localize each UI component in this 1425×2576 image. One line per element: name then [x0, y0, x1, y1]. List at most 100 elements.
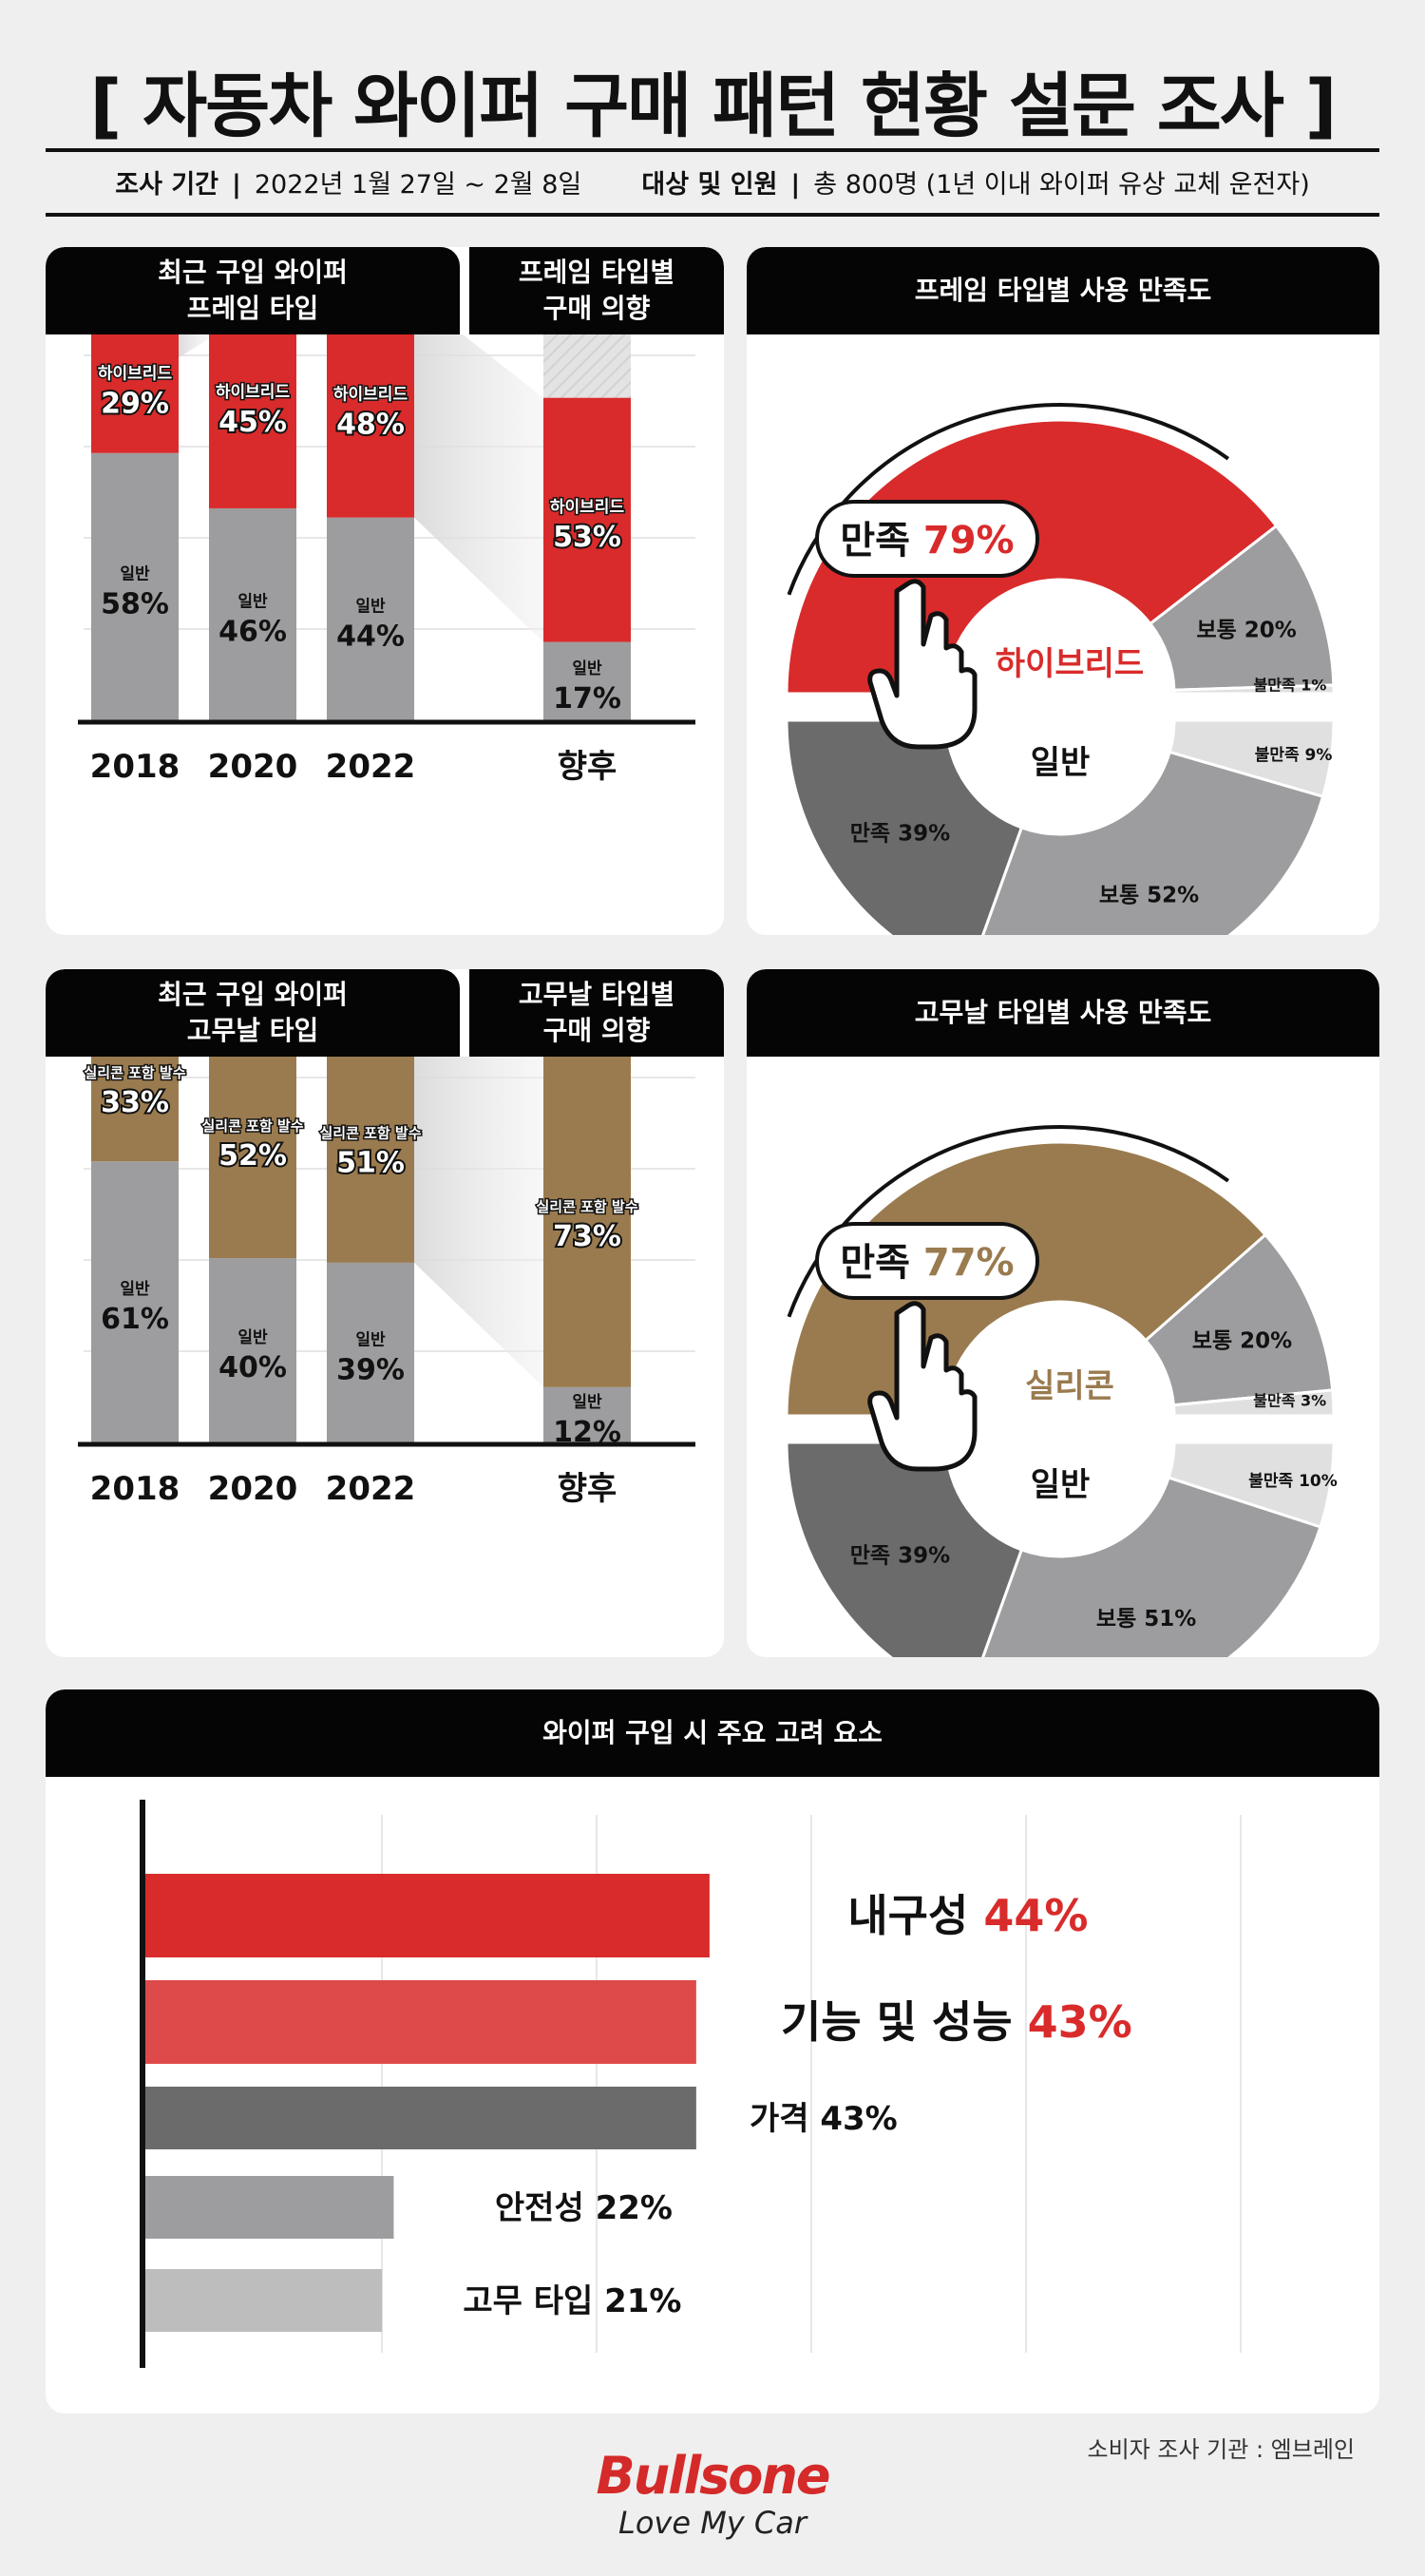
bar-segment-향후-0 [543, 1386, 631, 1442]
donut-slice-label: 불만족 9% [1255, 746, 1333, 765]
connector-shade [414, 334, 543, 642]
donut-slice-label: 불만족 1% [1254, 676, 1327, 694]
bar-value: 53% [553, 521, 621, 554]
x-tick-label: 2020 [208, 1470, 298, 1508]
x-tick-label: 향후 [558, 748, 618, 786]
bar-segment-2022-0 [327, 1262, 414, 1442]
bar-segment-2022-0 [327, 517, 414, 720]
bar-label: 가격 43% [750, 2100, 898, 2138]
x-tick-label: 2022 [326, 1470, 416, 1508]
bar-0 [142, 1874, 710, 1957]
bar-label: 안전성 22% [495, 2189, 673, 2227]
frame-bar-card: 최근 구입 와이퍼 프레임 타입 프레임 타입별 구매 의향 일반 58% 하이브리… [46, 247, 724, 935]
title-rule-bottom [46, 213, 1379, 217]
callout-pill [815, 500, 1039, 578]
donut-bottom-slice-satisfied [785, 1441, 1024, 1657]
bar-label-플랫: 플랫31% [555, 334, 619, 335]
donut-center-bottom: 일반 [1031, 1466, 1091, 1504]
title-rule-top [46, 148, 1379, 152]
bar-value: 33% [101, 1086, 169, 1119]
target-value: 총 800명 (1년 이내 와이퍼 유상 교체 운전자) [813, 170, 1310, 200]
donut-center-bottom: 일반 [1031, 744, 1091, 782]
bar-value: 29% [101, 387, 169, 420]
x-tick-label: 향후 [558, 1470, 618, 1508]
bar-value: 46% [218, 615, 287, 648]
bar-1 [142, 1980, 696, 2064]
bar-series-name: 일반 [238, 1328, 268, 1347]
bar-label: 내구성 44% [847, 1890, 1088, 1941]
factors-card: 와이퍼 구입 시 주요 고려 요소 내구성 44% 기능 및 성능 43% 가격 4… [46, 1689, 1379, 2414]
connector-shade [414, 1057, 543, 1387]
bar-value: 17% [553, 682, 621, 716]
bar-segment-2022-1 [327, 1057, 414, 1263]
bar-segment-2018-0 [91, 1161, 179, 1442]
bar-value: 39% [336, 1353, 405, 1386]
rubber-satisfaction-header: 고무날 타입별 사용 만족도 [747, 969, 1379, 1057]
bar-series-name: 일반 [120, 564, 150, 583]
bar-value: 61% [101, 1303, 169, 1336]
x-tick-label: 2020 [208, 748, 298, 786]
period-value: 2022년 1월 27일 ~ 2월 8일 [254, 170, 582, 200]
bar-value: 40% [218, 1351, 287, 1384]
donut-slice-label: 불만족 10% [1248, 1472, 1338, 1491]
bar-segment-2020-0 [209, 1258, 296, 1442]
pointing-hand-icon [867, 579, 978, 750]
bar-3 [142, 2176, 394, 2239]
bar-value: 73% [553, 1220, 621, 1253]
rubber-future-header: 고무날 타입별 구매 의향 [469, 969, 724, 1057]
donut-center-top: 하이브리드 [996, 645, 1144, 683]
bar-series-name: 하이브리드 [333, 385, 408, 404]
donut-slice-label: 보통 20% [1196, 618, 1296, 642]
frame-future-header: 프레임 타입별 구매 의향 [469, 247, 724, 334]
donut-slice-label: 만족 39% [850, 821, 950, 846]
callout-text: 만족 79% [840, 519, 1014, 563]
bar-segment-2020-1 [209, 1057, 296, 1259]
bar-series-name: 일반 [120, 1280, 150, 1299]
frame-bar-chart: 일반58%하이브리드29%플랫13%2018일반46%하이브리드45%플랫9%2… [78, 334, 695, 786]
donut-slice-label: 만족 39% [850, 1543, 950, 1568]
bar-series-name: 일반 [355, 1330, 386, 1349]
bar-label: 고무 타입 21% [463, 2282, 681, 2320]
bar-series-name: 실리콘 포함 발수 [84, 1064, 185, 1081]
donut-bottom-slice-neutral [981, 750, 1325, 935]
donut-top-slice-dissatisfied [1172, 683, 1336, 696]
brand-slogan: Love My Car [618, 2505, 808, 2541]
bar-value: 52% [218, 1139, 287, 1173]
bar-series-name: 일반 [355, 597, 386, 616]
period-label: 조사 기간 [115, 170, 218, 200]
bar-segment-향후-0 [543, 641, 631, 720]
rubber-bar-card: 최근 구입 와이퍼 고무날 타입 고무날 타입별 구매 의향 일반 61% 실리콘 … [46, 969, 724, 1657]
bar-segment-향후-2 [543, 334, 631, 398]
bar-segment-2018-1 [91, 1057, 179, 1162]
bar-segment-2020-1 [209, 334, 296, 508]
donut-slice-label: 보통 52% [1099, 884, 1199, 908]
bar-series-name: 하이브리드 [550, 498, 625, 517]
factors-header: 와이퍼 구입 시 주요 고려 요소 [46, 1689, 1379, 1777]
bar-2 [142, 2087, 696, 2149]
donut-center-top: 실리콘 [1025, 1367, 1114, 1405]
brand-logo: Bullsone [596, 2446, 831, 2506]
bar-segment-향후-1 [543, 397, 631, 642]
bar-segment-2022-1 [327, 334, 414, 518]
bar-segment-2020-0 [209, 507, 296, 720]
donut-bottom-slice-satisfied [785, 718, 1024, 935]
bar-segment-2018-0 [91, 452, 179, 720]
bar-value: 58% [101, 587, 169, 620]
donut-bottom-slice-neutral [981, 1476, 1322, 1657]
bar-value: 44% [336, 620, 405, 653]
donut-top-slice-dissatisfied [1171, 1388, 1336, 1418]
target-label: 대상 및 인원 [641, 170, 778, 200]
frame-satisfaction-card: 프레임 타입별 사용 만족도 보통 20% 불만족 1% 불만족 9% 보통 52% 만… [747, 247, 1379, 935]
x-tick-label: 2018 [90, 748, 180, 786]
page-title: [ 자동차 와이퍼 구매 패턴 현황 설문 조사 ] [89, 66, 1337, 147]
bar-series-name: 일반 [572, 659, 602, 678]
x-tick-label: 2022 [326, 748, 416, 786]
donut-slice-label: 보통 20% [1192, 1329, 1292, 1354]
bar-segment-2018-1 [91, 334, 179, 453]
bar-series-name: 하이브리드 [216, 383, 291, 402]
factors-bar-chart: 내구성 44% 기능 및 성능 43% 가격 43% 안전성 22% 고무 타입 21% [140, 1800, 1242, 2368]
survey-info: 조사 기간 | 2022년 1월 27일 ~ 2월 8일 대상 및 인원 | 총 800… [115, 170, 1310, 200]
bar-series-name: 일반 [572, 1393, 602, 1412]
rubber-recent-header: 최근 구입 와이퍼 고무날 타입 [46, 969, 460, 1057]
